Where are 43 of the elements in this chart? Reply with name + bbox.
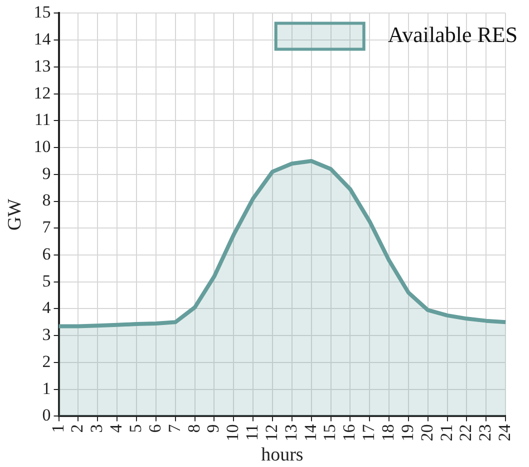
x-tick-label: 16 [340,424,359,442]
y-tick-label: 11 [34,110,51,130]
y-tick-label: 1 [42,378,51,398]
x-tick-label: 19 [398,424,417,442]
y-tick-label: 4 [42,298,52,318]
legend-label: Available RES [388,22,518,47]
x-tick-label: 17 [359,424,378,442]
y-axis-title: GW [4,198,26,231]
x-tick-label: 11 [242,424,262,441]
y-tick-label: 0 [42,406,51,425]
y-tick-label: 9 [42,164,51,183]
y-tick-label: 12 [34,83,51,102]
y-tick-label: 10 [34,137,51,156]
x-tick-label: 7 [164,424,184,433]
x-tick-label: 2 [68,424,87,433]
x-tick-label: 6 [145,424,164,433]
y-tick-label: 13 [34,56,51,76]
x-tick-label: 12 [262,424,281,442]
y-tick-label: 5 [42,271,51,290]
x-tick-label: 21 [436,424,456,442]
y-tick-label: 14 [34,30,52,49]
x-tick-label: 4 [106,424,126,433]
x-tick-label: 15 [320,424,340,442]
x-tick-label: 10 [223,424,242,442]
y-tick-label: 6 [42,244,51,264]
x-tick-label: 3 [87,424,106,433]
x-tick-label: 13 [281,424,300,442]
y-tick-label: 3 [42,325,51,344]
x-tick-label: 23 [476,424,495,442]
y-tick-label: 7 [42,218,52,237]
x-tick-label: 20 [417,424,436,442]
x-axis-title: hours [261,444,304,466]
x-tick-label: 24 [495,424,514,442]
x-tick-label: 9 [204,424,223,433]
x-tick-label: 1 [48,424,68,433]
x-tick-label: 14 [300,424,320,442]
y-tick-label: 15 [34,2,51,22]
y-tick-label: 2 [42,352,51,371]
x-tick-label: 5 [126,424,145,433]
x-tick-label: 18 [378,424,398,442]
x-tick-label: 22 [456,424,476,442]
y-tick-label: 8 [42,190,51,210]
x-tick-label: 8 [184,424,204,433]
